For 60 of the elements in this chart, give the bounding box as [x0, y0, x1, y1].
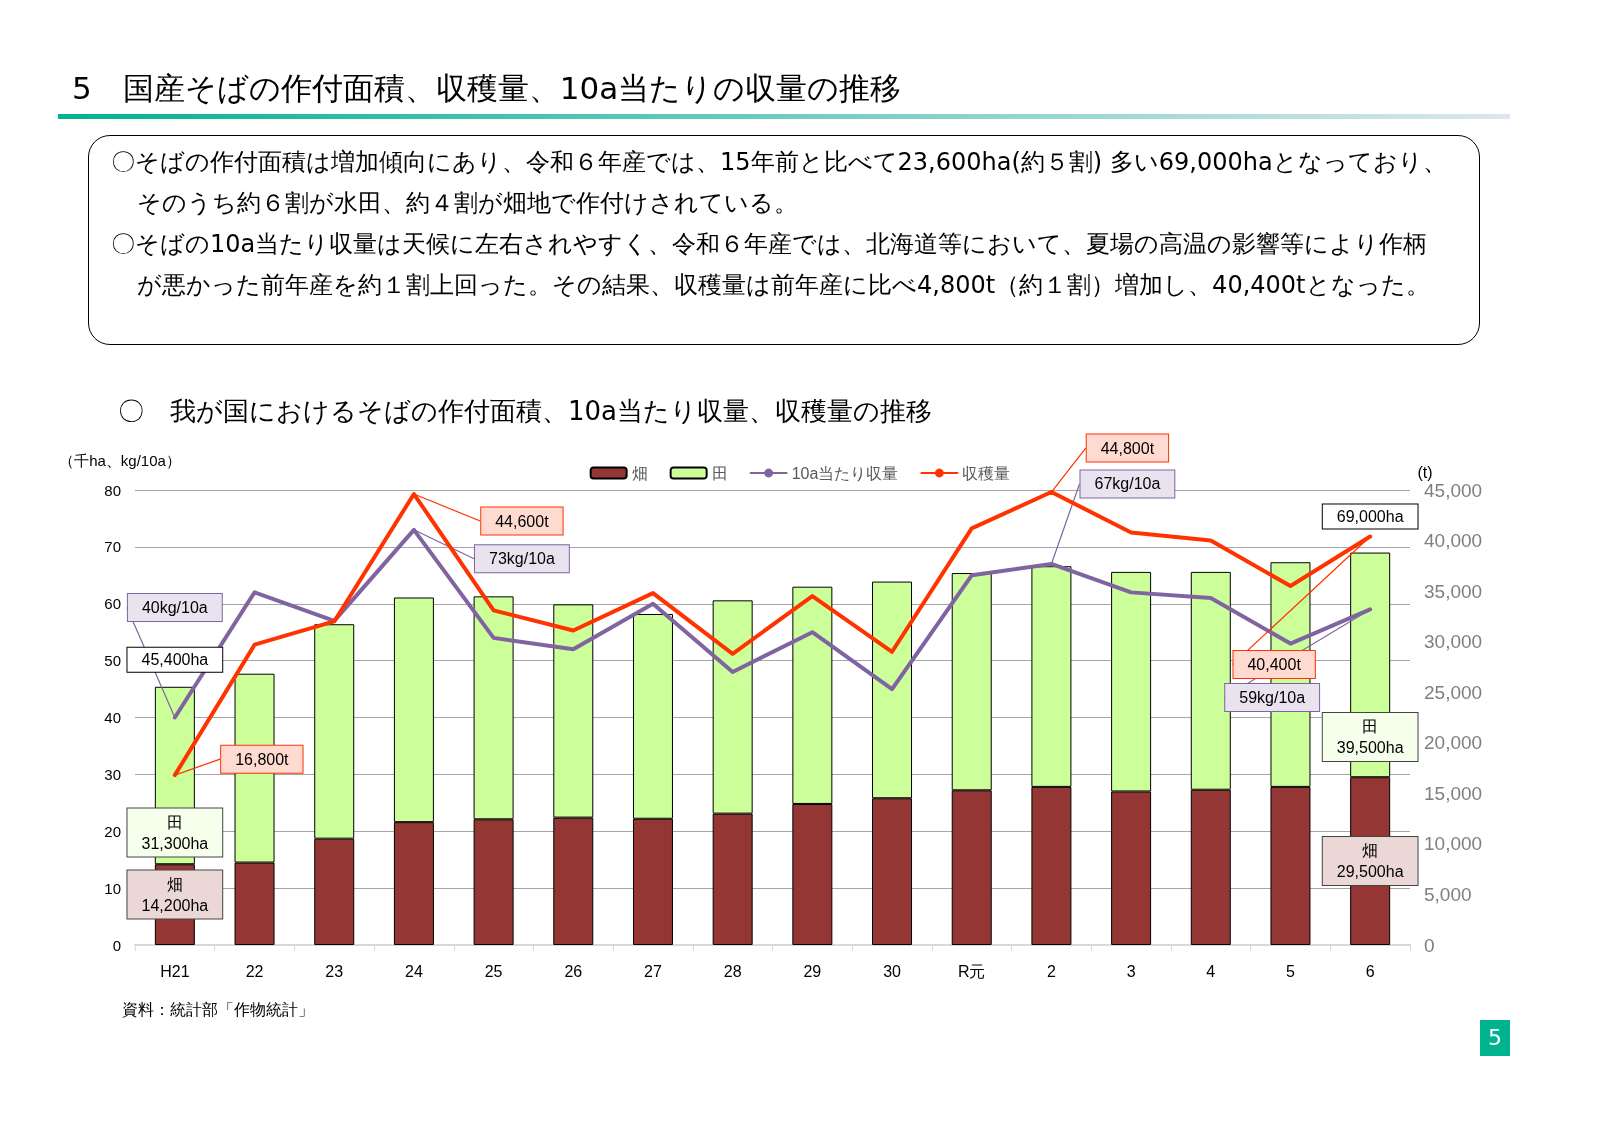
y2-axis-title: (t)	[1417, 464, 1433, 482]
text: 5	[1480, 1020, 1510, 1056]
x-tick-label: 25	[484, 962, 503, 980]
x-tick-label: 6	[1365, 962, 1375, 980]
y-tick-label: 10	[104, 879, 121, 897]
total-label: 45,400ha	[141, 651, 209, 669]
y-tick-label: 70	[104, 538, 121, 556]
y-tick-label: 40	[104, 709, 121, 726]
data-label: 40kg/10a	[141, 599, 208, 616]
y-tick-label: 20	[104, 822, 121, 840]
chart-subtitle: 〇 我が国におけるそばの作付面積、10a当たり収量、収穫量の推移	[118, 395, 933, 428]
x-tick-label: 27	[644, 962, 662, 980]
data-label: 67kg/10a	[1094, 475, 1161, 493]
x-tick-label: 5	[1286, 962, 1296, 980]
y2-tick-label: 15,000	[1424, 782, 1483, 804]
y2-tick-label: 0	[1424, 934, 1435, 956]
total-label: 69,000ha	[1336, 508, 1404, 526]
legend-label: 田	[711, 464, 728, 482]
x-tick-label: 23	[325, 962, 344, 980]
x-tick-label: 2	[1046, 962, 1056, 980]
legend-label: 10a当たり収量	[791, 464, 899, 482]
data-label: 田 31,300ha	[141, 813, 209, 852]
y-tick-label: 80	[104, 481, 121, 499]
data-label: 畑 14,200ha	[141, 875, 209, 914]
x-tick-label: 4	[1206, 962, 1216, 980]
x-tick-label: 3	[1126, 962, 1136, 980]
data-label: 73kg/10a	[488, 550, 555, 568]
x-tick-label: 24	[405, 962, 423, 980]
y2-tick-label: 10,000	[1424, 833, 1483, 855]
data-label: 40,400t	[1247, 656, 1302, 674]
y2-tick-label: 40,000	[1424, 530, 1483, 552]
x-tick-label: 29	[803, 962, 822, 980]
x-tick-label: 28	[723, 962, 742, 980]
data-label: 16,800t	[235, 750, 290, 768]
legend-label: 収穫量	[962, 464, 1011, 482]
y-tick-label: 0	[112, 936, 121, 954]
y-tick-label: 50	[104, 652, 121, 670]
x-tick-label: H21	[160, 962, 190, 980]
y2-tick-label: 5,000	[1424, 883, 1472, 905]
data-label: 44,600t	[495, 512, 550, 530]
x-tick-label: R元	[957, 962, 986, 980]
text: 〇そばの10a当たり収量は天候に左右されやすく、令和６年産では、北海道等において、夏場の高温の影響等により作柄が悪かった前年産を約１割上回った。その結果、収穫量は前年産に比べ4,800t（約１割）増加し、40,400tとなった。	[111, 229, 1431, 301]
y-tick-label: 30	[104, 765, 121, 783]
legend-label: 畑	[631, 464, 648, 482]
text: 資料：統計部「作物統計」	[122, 1000, 314, 1021]
chart-title: 5 国産そばの作付面積、収穫量、10a当たりの収量の推移	[72, 69, 902, 108]
data-label: 44,800t	[1100, 439, 1155, 457]
x-tick-label: 26	[564, 962, 583, 980]
y2-tick-label: 30,000	[1424, 631, 1483, 653]
y2-tick-label: 35,000	[1424, 580, 1483, 602]
y2-tick-label: 25,000	[1424, 681, 1483, 703]
y2-tick-label: 20,000	[1424, 732, 1483, 754]
x-tick-label: 30	[883, 962, 902, 980]
text: 〇そばの作付面積は増加傾向にあり、令和６年産では、15年前と比べて23,600ha(約５割) 多い69,000haとなっており、そのうち約６割が水田、約４割が畑地で作付けされている。	[111, 147, 1448, 219]
data-label: 59kg/10a	[1239, 688, 1306, 706]
data-label: 田 39,500ha	[1336, 717, 1404, 756]
y-axis-title: （千ha、kg/10a）	[59, 452, 181, 469]
y-tick-label: 60	[104, 595, 121, 613]
x-tick-label: 22	[245, 962, 264, 980]
data-label: 畑 29,500ha	[1336, 842, 1404, 881]
